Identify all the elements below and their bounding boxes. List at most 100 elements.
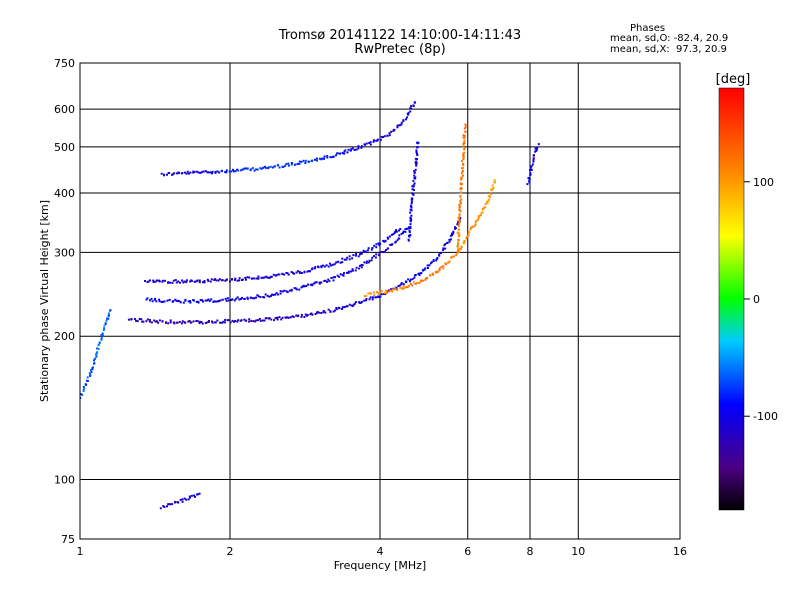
data-point <box>393 128 396 131</box>
data-point <box>270 318 273 321</box>
data-point <box>226 297 229 300</box>
data-point <box>404 280 407 283</box>
data-point <box>190 494 193 497</box>
data-point <box>365 299 368 302</box>
data-point <box>197 171 200 174</box>
data-point <box>281 316 284 319</box>
data-point <box>156 279 158 282</box>
data-point <box>250 319 253 322</box>
data-point <box>238 279 241 282</box>
data-point <box>454 226 456 229</box>
data-point <box>204 299 207 302</box>
data-point <box>382 251 385 254</box>
data-point <box>351 147 354 150</box>
data-point <box>384 239 387 242</box>
data-point <box>352 254 355 257</box>
data-point <box>202 281 204 284</box>
data-point <box>286 272 289 275</box>
data-point <box>310 312 313 315</box>
data-point <box>189 300 192 303</box>
data-point <box>141 320 144 323</box>
data-point <box>195 280 198 283</box>
data-point <box>335 261 338 264</box>
data-point <box>527 177 530 179</box>
data-point <box>153 319 156 322</box>
data-point <box>232 170 235 173</box>
data-point <box>357 145 360 148</box>
data-point <box>197 301 200 304</box>
data-point <box>494 181 497 184</box>
data-point <box>107 317 110 320</box>
data-point <box>154 280 157 283</box>
data-point <box>186 279 188 282</box>
data-point <box>394 287 397 290</box>
data-point <box>257 319 259 322</box>
data-point <box>463 139 466 142</box>
data-point <box>180 322 183 325</box>
data-point <box>528 179 531 182</box>
data-point <box>246 276 249 279</box>
data-point <box>210 278 213 281</box>
data-point <box>316 159 318 162</box>
data-point <box>457 217 460 219</box>
data-point <box>161 320 164 323</box>
data-point <box>366 249 369 252</box>
data-point <box>465 237 468 240</box>
data-point <box>430 261 433 264</box>
data-point <box>369 141 372 144</box>
data-point <box>343 152 346 155</box>
data-point <box>448 260 451 263</box>
data-point <box>455 253 458 256</box>
data-point <box>241 278 244 281</box>
data-point <box>537 143 540 146</box>
data-point <box>396 126 399 129</box>
data-point <box>333 263 336 266</box>
data-point <box>406 227 409 230</box>
data-point <box>464 130 467 133</box>
data-point <box>332 279 335 282</box>
data-point <box>256 294 259 297</box>
data-point <box>406 116 408 119</box>
data-point <box>256 168 259 171</box>
data-point <box>209 171 212 174</box>
data-point <box>281 273 284 275</box>
data-point <box>227 319 230 322</box>
data-point <box>411 188 414 191</box>
data-point <box>354 301 357 304</box>
y-tick-label: 500 <box>54 141 75 154</box>
data-point <box>148 319 151 321</box>
data-point <box>325 264 328 267</box>
data-point <box>257 275 260 278</box>
data-point <box>183 497 186 500</box>
data-point <box>133 318 136 320</box>
data-point <box>323 265 326 268</box>
data-point <box>341 257 344 260</box>
data-point <box>192 320 195 323</box>
data-point <box>461 163 464 166</box>
data-point <box>277 293 280 296</box>
data-point <box>409 107 412 110</box>
data-point <box>461 169 464 172</box>
data-point <box>360 252 363 255</box>
data-point <box>398 124 401 127</box>
data-point <box>163 506 166 508</box>
data-point <box>185 281 188 284</box>
data-point <box>259 319 262 322</box>
data-point <box>385 249 388 251</box>
data-point <box>486 202 489 205</box>
data-point <box>86 376 89 379</box>
data-point <box>82 389 85 392</box>
data-point <box>142 320 145 323</box>
data-point <box>413 171 416 174</box>
data-point <box>305 285 308 287</box>
data-point <box>245 278 247 281</box>
data-point <box>165 321 167 324</box>
data-point <box>157 321 160 324</box>
data-point <box>296 162 299 165</box>
data-point <box>458 205 461 208</box>
data-point <box>381 251 383 253</box>
data-point <box>533 154 535 157</box>
data-point <box>410 204 412 207</box>
data-point <box>365 260 368 263</box>
data-point <box>435 258 438 261</box>
